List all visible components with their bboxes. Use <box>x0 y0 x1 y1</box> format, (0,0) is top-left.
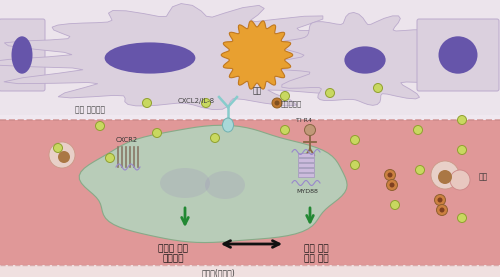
Circle shape <box>49 142 75 168</box>
Circle shape <box>350 135 360 145</box>
Circle shape <box>202 99 210 107</box>
Polygon shape <box>264 12 446 105</box>
Bar <box>298 153 314 157</box>
Circle shape <box>390 183 394 188</box>
Circle shape <box>458 145 466 155</box>
Circle shape <box>386 179 398 191</box>
Polygon shape <box>0 4 388 110</box>
Circle shape <box>438 198 442 202</box>
Text: 염증 상피세포: 염증 상피세포 <box>75 105 105 114</box>
Circle shape <box>431 161 459 189</box>
Ellipse shape <box>104 42 196 74</box>
Bar <box>0 120 500 277</box>
Circle shape <box>458 116 466 124</box>
Circle shape <box>436 204 448 216</box>
Ellipse shape <box>438 36 478 74</box>
Circle shape <box>384 170 396 181</box>
Circle shape <box>438 170 452 184</box>
Bar <box>298 168 314 172</box>
Bar <box>298 158 314 162</box>
Circle shape <box>280 91 289 101</box>
Polygon shape <box>222 21 293 89</box>
Text: CXCR2: CXCR2 <box>116 137 138 143</box>
Text: TI R4: TI R4 <box>296 118 312 123</box>
Ellipse shape <box>12 36 32 74</box>
Circle shape <box>434 194 446 206</box>
Circle shape <box>414 125 422 135</box>
Circle shape <box>58 151 70 163</box>
Text: 혁구: 혁구 <box>479 172 488 181</box>
Ellipse shape <box>344 46 386 74</box>
Circle shape <box>450 170 470 190</box>
Circle shape <box>210 134 220 142</box>
Circle shape <box>350 160 360 170</box>
Circle shape <box>390 201 400 209</box>
Circle shape <box>440 207 444 212</box>
Circle shape <box>458 214 466 222</box>
Circle shape <box>274 101 280 106</box>
Circle shape <box>106 153 114 163</box>
Circle shape <box>280 125 289 135</box>
Ellipse shape <box>160 168 210 198</box>
Circle shape <box>326 88 334 98</box>
Circle shape <box>416 165 424 175</box>
Bar <box>0 0 500 120</box>
Circle shape <box>96 122 104 130</box>
Text: 호중구 이동
세균세기: 호중구 이동 세균세기 <box>158 244 188 263</box>
Text: 세균: 세균 <box>252 86 262 95</box>
Polygon shape <box>80 125 347 243</box>
Bar <box>298 173 314 177</box>
Text: 세균내독소: 세균내독소 <box>281 100 302 107</box>
Circle shape <box>304 124 316 135</box>
Circle shape <box>152 129 162 137</box>
Text: CXCL2/IL-8: CXCL2/IL-8 <box>178 98 215 104</box>
Circle shape <box>272 98 282 108</box>
Text: MYD88: MYD88 <box>296 189 318 194</box>
FancyBboxPatch shape <box>0 19 45 91</box>
Bar <box>0 115 500 120</box>
Circle shape <box>388 173 392 178</box>
Circle shape <box>142 99 152 107</box>
Circle shape <box>374 83 382 93</box>
Text: 호중구(백혁구): 호중구(백혁구) <box>201 268 235 277</box>
FancyBboxPatch shape <box>417 19 499 91</box>
Ellipse shape <box>205 171 245 199</box>
Ellipse shape <box>222 118 234 132</box>
Text: 염증 증폭
조직 손상: 염증 증폭 조직 손상 <box>304 244 328 263</box>
Circle shape <box>54 143 62 153</box>
Bar <box>0 265 500 277</box>
Bar <box>298 163 314 167</box>
